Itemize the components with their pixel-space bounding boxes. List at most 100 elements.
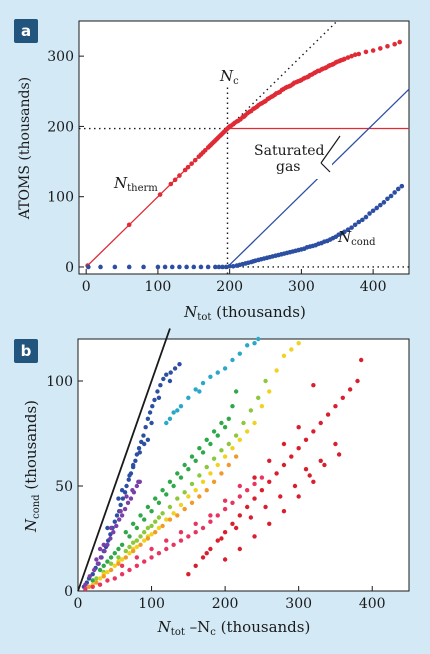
data-point bbox=[193, 458, 198, 463]
data-point bbox=[175, 513, 180, 518]
panel-b-tag-label: b bbox=[21, 342, 32, 360]
data-point bbox=[333, 441, 338, 447]
data-point bbox=[164, 492, 169, 497]
data-point bbox=[274, 368, 279, 373]
y-tick-label: 100 bbox=[47, 190, 74, 206]
data-point bbox=[94, 580, 99, 585]
data-point bbox=[112, 551, 117, 556]
data-point bbox=[200, 525, 206, 531]
data-point bbox=[252, 481, 257, 487]
data-point bbox=[186, 534, 191, 539]
blue-data-point bbox=[378, 202, 383, 208]
red-data-point bbox=[363, 49, 369, 55]
data-point bbox=[204, 437, 209, 442]
data-point bbox=[292, 483, 298, 489]
x-tick-label: 300 bbox=[288, 279, 315, 295]
data-point bbox=[101, 563, 106, 568]
data-point bbox=[149, 420, 154, 426]
data-point bbox=[208, 546, 213, 552]
data-point bbox=[237, 546, 243, 552]
data-point bbox=[97, 567, 103, 573]
annotation-ncond: Ncond bbox=[337, 228, 376, 248]
data-point bbox=[119, 563, 125, 568]
data-point bbox=[189, 454, 195, 459]
data-point bbox=[281, 462, 287, 468]
data-point bbox=[186, 572, 191, 577]
x-tick-label: 200 bbox=[216, 279, 243, 295]
blue-data-point bbox=[98, 264, 103, 270]
data-point bbox=[182, 462, 187, 468]
blue-data-point bbox=[227, 263, 232, 269]
red-data-point bbox=[168, 181, 174, 187]
data-point bbox=[197, 389, 202, 394]
data-point bbox=[90, 578, 95, 583]
data-point bbox=[116, 561, 121, 566]
data-point bbox=[127, 567, 132, 573]
data-point bbox=[259, 475, 265, 480]
blue-data-point bbox=[230, 263, 236, 269]
data-point bbox=[124, 483, 129, 489]
red-data-point bbox=[185, 164, 191, 170]
data-point bbox=[237, 513, 243, 518]
data-point bbox=[128, 496, 134, 501]
data-point bbox=[215, 513, 220, 518]
blue-data-point bbox=[126, 264, 132, 270]
data-point bbox=[171, 542, 176, 547]
blue-data-point bbox=[352, 222, 358, 228]
y-tick-label: 0 bbox=[64, 584, 73, 600]
data-point bbox=[178, 530, 184, 535]
data-point bbox=[267, 458, 272, 463]
red-data-point bbox=[345, 55, 351, 60]
blue-data-point bbox=[395, 186, 401, 192]
blue-data-point bbox=[191, 264, 197, 270]
data-point bbox=[226, 416, 231, 421]
data-point bbox=[204, 464, 209, 470]
data-point bbox=[119, 542, 125, 547]
data-point bbox=[97, 546, 103, 552]
data-point bbox=[127, 551, 132, 556]
data-point bbox=[108, 561, 114, 566]
data-point bbox=[178, 538, 184, 543]
data-point bbox=[97, 576, 103, 581]
data-point bbox=[274, 471, 279, 476]
data-point bbox=[296, 425, 301, 430]
data-point bbox=[149, 509, 154, 514]
data-point bbox=[160, 511, 165, 516]
data-point bbox=[233, 525, 239, 531]
blue-data-point bbox=[220, 264, 225, 270]
data-point bbox=[211, 429, 217, 434]
data-point bbox=[126, 477, 131, 482]
data-point bbox=[200, 555, 206, 560]
data-point bbox=[204, 551, 209, 556]
data-point bbox=[123, 548, 129, 554]
panel-a-x-axis-label: Ntot (thousands) bbox=[183, 303, 306, 323]
data-point bbox=[150, 404, 155, 409]
data-point bbox=[248, 515, 254, 520]
data-point bbox=[219, 420, 224, 426]
blue-data-point bbox=[374, 205, 380, 211]
blue-data-point bbox=[198, 264, 204, 270]
data-point bbox=[127, 473, 132, 478]
data-point bbox=[125, 500, 131, 505]
data-point bbox=[142, 530, 147, 535]
data-point bbox=[142, 538, 147, 543]
data-point bbox=[259, 404, 265, 409]
red-data-point bbox=[192, 157, 198, 163]
data-point bbox=[252, 420, 257, 426]
data-point bbox=[130, 462, 136, 468]
data-point bbox=[130, 488, 135, 493]
data-point bbox=[138, 513, 143, 518]
panel-a-plot-area bbox=[78, 20, 410, 275]
data-point bbox=[211, 479, 217, 484]
data-point bbox=[127, 534, 132, 539]
data-point bbox=[171, 410, 176, 415]
data-point bbox=[318, 458, 323, 463]
y-tick-label: 100 bbox=[46, 374, 73, 390]
data-point bbox=[233, 454, 239, 459]
data-point bbox=[116, 546, 121, 552]
data-point bbox=[200, 450, 206, 455]
x-tick-label: 100 bbox=[138, 596, 165, 612]
data-point bbox=[145, 504, 151, 510]
blue-data-point bbox=[141, 264, 146, 270]
data-point bbox=[108, 525, 114, 531]
